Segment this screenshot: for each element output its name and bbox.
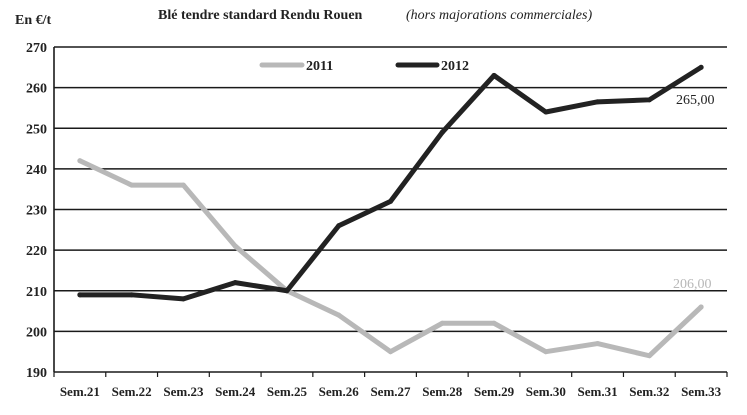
data-point-2012: [77, 292, 83, 298]
y-tick-label: 240: [26, 163, 47, 178]
y-tick-label: 230: [26, 204, 47, 219]
annotation-2011-last-value: 206,00: [673, 277, 712, 292]
data-point-2012: [284, 288, 290, 294]
x-tick-label: Sem.27: [370, 384, 411, 399]
data-point-2011: [543, 349, 549, 355]
data-point-2012: [232, 280, 238, 286]
data-point-2012: [646, 97, 652, 103]
data-point-2011: [336, 312, 342, 318]
x-tick-label: Sem.33: [681, 384, 722, 399]
data-point-2012: [336, 223, 342, 229]
data-point-2012: [388, 198, 393, 204]
y-axis-label: En €/t: [15, 13, 52, 28]
series-line-2011: [77, 158, 704, 359]
x-tick-label: Sem.23: [163, 384, 204, 399]
y-tick-label: 260: [26, 82, 47, 97]
chart-subtitle: (hors majorations commerciales): [406, 8, 592, 23]
legend-label-2011: 2011: [306, 59, 333, 74]
data-point-2012: [595, 99, 601, 105]
data-point-2012: [543, 109, 549, 115]
data-point-2011: [180, 182, 186, 188]
x-tick-label: Sem.32: [629, 384, 669, 399]
x-tick-label: Sem.24: [215, 384, 256, 399]
axes: 190 200 210 220 230 240 250 260 270 Sem.21 Sem.22 S…: [26, 41, 728, 399]
legend-label-2012: 2012: [441, 59, 469, 74]
x-tick-label: Sem.29: [474, 384, 515, 399]
data-point-2012: [698, 64, 704, 70]
x-tick-label: Sem.25: [267, 384, 308, 399]
y-tick-label: 200: [26, 325, 47, 340]
x-tick-label: Sem.31: [578, 384, 618, 399]
y-tick-label: 250: [26, 122, 47, 137]
data-point-2012: [180, 296, 186, 302]
data-point-2011: [129, 182, 135, 188]
data-point-2011: [491, 320, 497, 326]
x-tick-label: Sem.21: [60, 384, 100, 399]
data-point-2011: [77, 158, 83, 164]
y-tick-label: 210: [26, 285, 47, 300]
data-point-2011: [698, 304, 704, 310]
annotation-2012-last-value: 265,00: [676, 93, 715, 108]
x-tick-label: Sem.22: [112, 384, 152, 399]
data-point-2012: [129, 292, 135, 298]
chart-title: Blé tendre standard Rendu Rouen: [158, 8, 363, 23]
data-point-2012: [439, 129, 445, 135]
x-tick-label: Sem.26: [319, 384, 360, 399]
grid-lines: [54, 46, 727, 333]
y-tick-label: 190: [26, 366, 47, 381]
legend: 2011 2012: [259, 59, 469, 74]
data-point-2011: [388, 349, 393, 355]
data-point-2011: [439, 320, 445, 326]
y-tick-label: 220: [26, 244, 47, 259]
y-tick-label: 270: [26, 41, 47, 56]
data-point-2011: [595, 341, 601, 347]
x-tick-label: Sem.28: [422, 384, 463, 399]
data-point-2012: [491, 72, 497, 78]
series-lines: [77, 64, 704, 359]
x-tick-label: Sem.30: [526, 384, 566, 399]
data-point-2011: [232, 243, 238, 249]
data-point-2011: [646, 353, 652, 359]
